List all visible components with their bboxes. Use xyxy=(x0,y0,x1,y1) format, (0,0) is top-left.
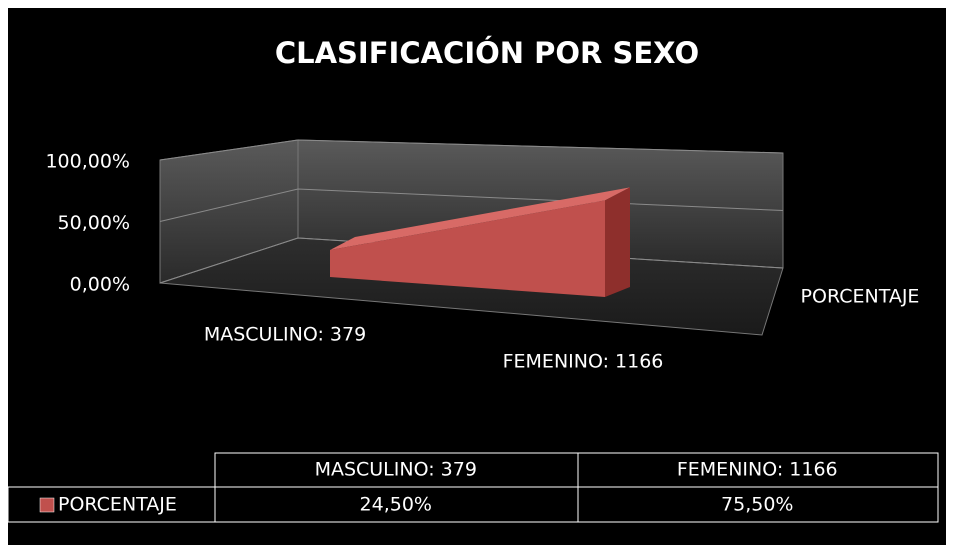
y-tick-label: 100,00% xyxy=(45,151,130,173)
data-table: PORCENTAJE xyxy=(7,452,939,523)
legend-key xyxy=(39,497,55,513)
legend-label: PORCENTAJE xyxy=(58,494,177,516)
depth-axis-label: PORCENTAJE xyxy=(801,286,920,308)
area-side xyxy=(605,187,630,297)
table-row-header xyxy=(7,486,216,523)
area-series xyxy=(330,187,630,297)
y-tick-label: 0,00% xyxy=(70,274,130,296)
x-tick-label: FEMENINO: 1166 xyxy=(503,351,664,373)
table-header: FEMENINO: 1166 xyxy=(677,459,838,481)
table-header: MASCULINO: 379 xyxy=(315,459,477,481)
x-tick-label: MASCULINO: 379 xyxy=(204,324,366,346)
grid-line xyxy=(159,139,784,161)
area-front xyxy=(330,200,605,297)
table-cell: 75,50% xyxy=(721,494,793,516)
chart-title: CLASIFICACIÓN POR SEXO xyxy=(275,36,699,70)
area-top xyxy=(330,187,630,251)
table-cell: 24,50% xyxy=(360,494,432,516)
y-tick-label: 50,00% xyxy=(58,212,130,234)
